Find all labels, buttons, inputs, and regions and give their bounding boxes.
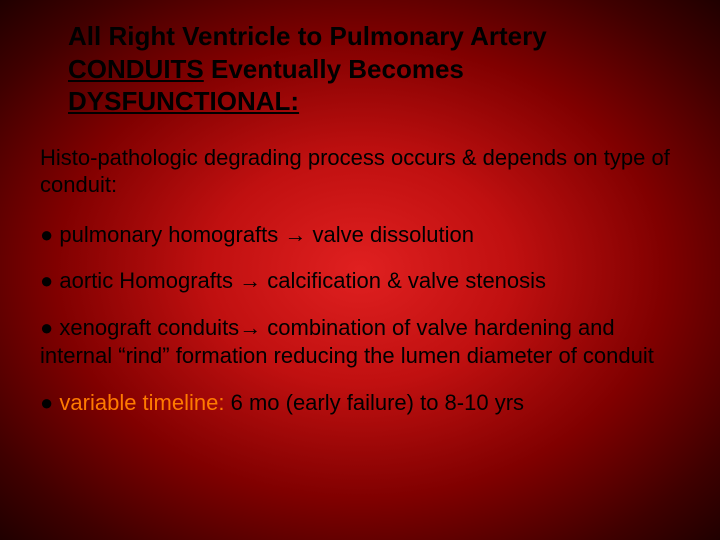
arrow-icon: → bbox=[284, 222, 306, 247]
bullet-3-pre: ● xenograft conduits bbox=[40, 315, 239, 340]
bullet-4: ● variable timeline: 6 mo (early failure… bbox=[40, 389, 680, 418]
title-line1: All Right Ventricle to Pulmonary Artery bbox=[68, 21, 547, 51]
bullet-2-pre: ● aortic Homografts bbox=[40, 268, 239, 293]
slide-title: All Right Ventricle to Pulmonary Artery … bbox=[68, 20, 680, 118]
arrow-icon: → bbox=[239, 268, 261, 293]
subtitle: Histo-pathologic degrading process occur… bbox=[40, 144, 680, 199]
title-dysfunctional: DYSFUNCTIONAL: bbox=[68, 86, 299, 116]
title-conduits: CONDUITS bbox=[68, 54, 204, 84]
bullet-1: ● pulmonary homografts → valve dissoluti… bbox=[40, 221, 680, 250]
arrow-icon: → bbox=[239, 315, 261, 340]
bullet-3: ● xenograft conduits→ combination of val… bbox=[40, 314, 680, 371]
title-line2b: Eventually Becomes bbox=[204, 54, 464, 84]
bullet-4-dot: ● bbox=[40, 390, 59, 415]
bullet-2: ● aortic Homografts → calcification & va… bbox=[40, 267, 680, 296]
bullet-1-post: valve dissolution bbox=[306, 222, 474, 247]
bullet-4-accent: variable timeline: bbox=[59, 390, 224, 415]
bullet-4-rest: 6 mo (early failure) to 8-10 yrs bbox=[224, 390, 524, 415]
bullet-2-post: calcification & valve stenosis bbox=[261, 268, 546, 293]
slide: All Right Ventricle to Pulmonary Artery … bbox=[0, 0, 720, 540]
bullet-1-pre: ● pulmonary homografts bbox=[40, 222, 284, 247]
